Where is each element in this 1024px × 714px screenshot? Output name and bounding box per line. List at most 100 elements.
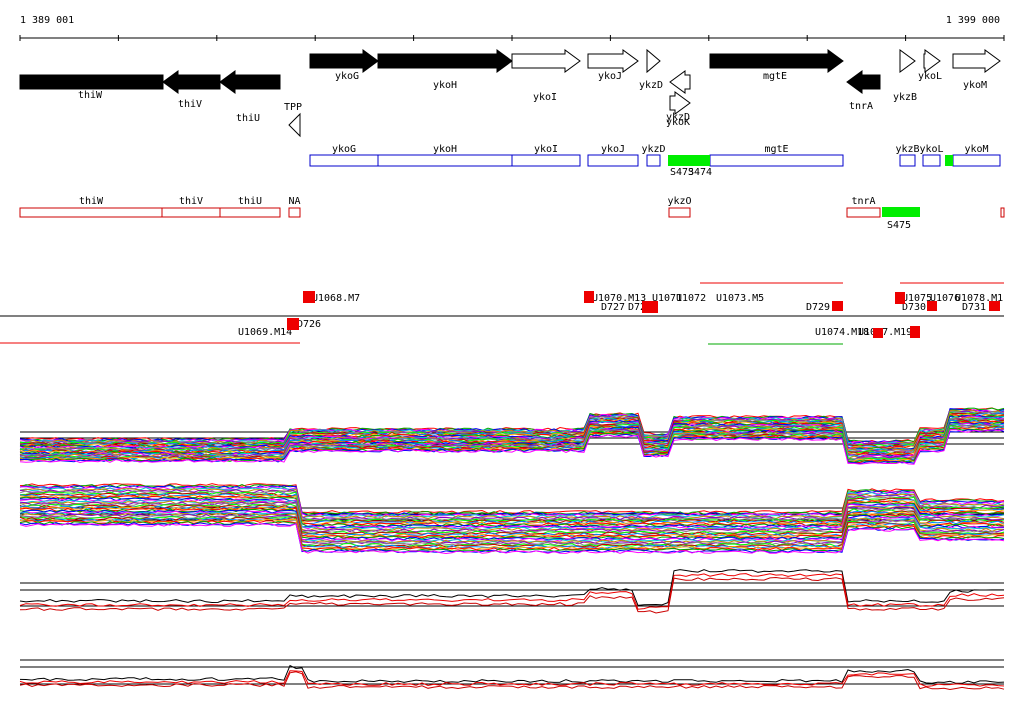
segment-label: U1069.M14 xyxy=(238,327,292,338)
track-line xyxy=(19,482,1005,515)
segment-label: U1072 xyxy=(676,293,706,304)
segment-label: U1078.M1 xyxy=(955,293,1003,304)
track-line xyxy=(19,569,1004,606)
track-line xyxy=(19,418,1005,455)
track-line xyxy=(19,664,1005,684)
segment-label: U1070.M13 xyxy=(592,293,646,304)
gene-arrow xyxy=(587,49,639,73)
feature-label: S474 xyxy=(688,167,712,178)
track-line xyxy=(19,487,1005,519)
blue-label: ykzB xyxy=(895,144,919,155)
gene-label: thiV xyxy=(178,99,202,110)
segment-marker xyxy=(832,301,843,311)
gene-arrow xyxy=(952,49,1001,73)
ruler-start: 1 389 001 xyxy=(20,15,74,26)
gene-label: ykoK xyxy=(666,117,690,128)
blue-label: mgtE xyxy=(764,144,788,155)
track-line xyxy=(19,523,1005,555)
red-label: thiU xyxy=(238,196,262,207)
blue-label: ykoJ xyxy=(601,144,625,155)
blue-label: ykoL xyxy=(919,144,943,155)
gene-label: thiU xyxy=(236,113,260,124)
gene-arrow xyxy=(669,91,691,115)
track-line xyxy=(19,492,1005,524)
blue-box xyxy=(646,154,661,167)
segment-label: D729 xyxy=(806,302,830,313)
red-box xyxy=(1000,207,1005,218)
track-line xyxy=(19,414,1005,450)
blue-box xyxy=(899,154,916,167)
blue-box xyxy=(377,154,513,167)
track-line xyxy=(19,493,1005,525)
segment-marker xyxy=(873,328,883,338)
segment-label: D727 xyxy=(601,302,625,313)
gene-label: ykoL xyxy=(918,71,942,82)
track-line xyxy=(19,576,1005,614)
gene-label: ykzB xyxy=(893,92,917,103)
track-line xyxy=(19,671,1005,691)
blue-box xyxy=(587,154,639,167)
track-line xyxy=(19,499,1005,531)
red-label: NA xyxy=(288,196,300,207)
blue-box xyxy=(309,154,379,167)
segment-label: U1075 xyxy=(902,293,932,304)
gene-label: ykoI xyxy=(533,92,557,103)
blue-box xyxy=(709,154,844,167)
gene-arrow xyxy=(899,49,916,73)
gene-label: thiW xyxy=(78,90,103,101)
gene-arrow xyxy=(19,74,164,90)
track-line xyxy=(19,490,1005,522)
track-line xyxy=(19,573,1005,610)
feature-label: S473 xyxy=(670,167,694,178)
segment-label: U1068.M7 xyxy=(312,293,360,304)
track-line xyxy=(19,504,1005,536)
gene-arrow xyxy=(377,49,513,73)
gene-arrow xyxy=(288,112,301,138)
blue-label: ykoI xyxy=(534,144,558,155)
track-line xyxy=(19,488,1005,520)
track-line xyxy=(19,513,1005,545)
blue-label: ykzD xyxy=(641,144,665,155)
segment-label: U1077.M19 xyxy=(858,327,912,338)
segment-marker xyxy=(642,301,658,313)
gene-label: tnrA xyxy=(849,101,873,112)
gene-label: ykoM xyxy=(963,80,987,91)
gene-label: TPP xyxy=(284,102,302,113)
gene-label: ykoG xyxy=(335,71,359,82)
red-box xyxy=(846,207,881,218)
red-box xyxy=(19,207,163,218)
gene-arrow xyxy=(162,70,221,94)
blue-box xyxy=(511,154,581,167)
red-box xyxy=(219,207,281,218)
segment-label: D731 xyxy=(962,302,986,313)
track-line xyxy=(19,520,1005,552)
track-line xyxy=(19,670,1005,687)
track-line xyxy=(19,514,1005,546)
blue-label: ykoH xyxy=(433,144,457,155)
track-line xyxy=(19,500,1005,532)
track-line xyxy=(19,429,1005,465)
segment-label: D726 xyxy=(297,319,321,330)
track-line xyxy=(19,518,1005,550)
gene-arrow xyxy=(846,70,881,94)
track-line xyxy=(19,411,1005,447)
gene-arrow xyxy=(709,49,844,73)
red-label: ykzO xyxy=(667,196,691,207)
red-label: tnrA xyxy=(851,196,875,207)
gene-label: ykzD xyxy=(666,112,690,123)
gene-arrow xyxy=(646,48,661,74)
segment-label: D728 xyxy=(628,302,652,313)
segment-marker xyxy=(895,292,905,304)
gene-arrow xyxy=(511,49,581,73)
track-line xyxy=(19,508,1005,540)
segment-marker xyxy=(989,301,1000,311)
gene-arrow xyxy=(669,70,691,94)
blue-label: ykoM xyxy=(964,144,988,155)
segment-marker xyxy=(287,318,299,330)
segment-label: U1076 xyxy=(930,293,960,304)
blue-feature xyxy=(945,155,953,166)
track-line xyxy=(19,512,1005,544)
gene-label: ykoJ xyxy=(598,71,622,82)
red-box xyxy=(288,207,301,218)
